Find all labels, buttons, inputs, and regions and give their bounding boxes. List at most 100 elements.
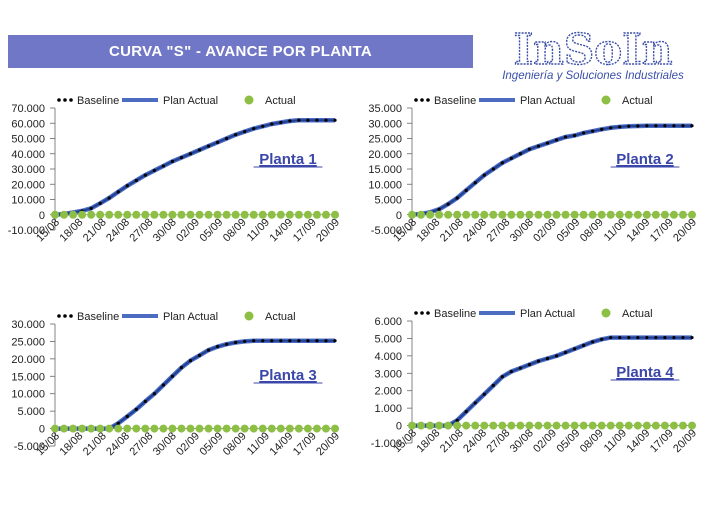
baseline-point [572,347,577,351]
actual-point [444,210,453,219]
actual-point [132,210,141,219]
company-logo: InSoIn Ingeniería y Soluciones Industria… [486,24,700,84]
actual-point [462,421,471,430]
actual-point [141,424,150,433]
actual-point [204,424,213,433]
baseline-point [125,184,129,188]
legend-baseline-marker [420,98,424,102]
x-tick-label: 08/09 [578,216,606,244]
actual-point [321,210,330,219]
baseline-point [288,339,292,343]
x-tick-label: 08/09 [221,216,249,244]
baseline-point [591,340,595,344]
actual-point [258,210,267,219]
y-tick-label: 10.000 [11,195,45,207]
actual-point [453,421,462,430]
actual-point [294,210,303,219]
actual-point [141,210,150,219]
baseline-point [545,141,550,145]
baseline-point [161,383,165,387]
baseline-point [170,374,175,378]
actual-point [669,210,678,219]
actual-point [633,421,642,430]
y-tick-label: 70.000 [11,103,45,115]
actual-point [105,210,114,219]
actual-point [87,210,96,219]
baseline-point [315,118,319,122]
actual-point [543,210,552,219]
legend-actual-label: Actual [622,95,653,107]
legend-actual-marker [601,308,611,318]
baseline-point [473,181,477,185]
y-tick-label: 0 [396,421,402,433]
actual-point [489,421,498,430]
plan-actual-line-outline [55,338,335,431]
baseline-point [509,156,513,160]
x-tick-label: 21/08 [81,430,109,458]
legend-baseline-label: Baseline [77,95,119,107]
actual-point [258,424,267,433]
baseline-point [333,339,337,343]
baseline-point [116,421,120,425]
actual-point [426,210,435,219]
actual-point [588,421,597,430]
actual-point [444,421,453,430]
actual-point [285,424,294,433]
baseline-point [636,124,640,128]
actual-point [240,424,249,433]
baseline-point [125,414,129,418]
legend: Baseline Plan Actual Actual [414,95,653,107]
actual-point [177,210,186,219]
x-tick-label: 20/09 [671,427,699,455]
baseline-point [197,148,202,152]
chart-planta-1: Baseline Plan Actual Actual -10.000 0 10.000 2… [0,90,355,290]
y-tick-label: 50.000 [11,134,45,146]
legend: Baseline Plan Actual Actual [414,308,653,320]
actual-point [606,421,615,430]
x-tick-label: 17/09 [648,427,676,455]
x-tick-label: 02/09 [174,430,202,458]
baseline-point [297,339,301,343]
chart-planta-3: Baseline Plan Actual Actual -5.000 0 5.000 10.… [0,306,355,506]
y-tick-label: 5.000 [374,195,402,207]
actual-point [213,210,222,219]
actual-point [150,424,159,433]
legend-baseline-marker [420,311,424,315]
baseline-point [645,124,649,128]
actual-point [570,210,579,219]
actual-point [168,210,177,219]
baseline-point [609,126,613,130]
actual-point [525,421,534,430]
x-tick-label: 24/08 [104,216,132,244]
actual-point [276,424,285,433]
baseline-point [663,124,667,128]
actual-point [132,424,141,433]
actual-point [331,210,339,219]
actual-point [159,210,168,219]
baseline-point [509,369,513,374]
actual-point [543,421,552,430]
legend-actual-marker [601,95,611,105]
x-tick-label: 27/08 [128,430,156,458]
actual-point [51,210,59,219]
chart-planta-2: Baseline Plan Actual Actual -5.000 0 5.000 10.… [357,90,712,290]
x-tick-label: 11/09 [245,430,272,457]
y-tick-label: 30.000 [11,164,45,176]
baseline-point [482,392,486,396]
x-tick-label: 20/09 [671,216,699,244]
baseline-point [518,366,522,370]
actual-point [534,210,543,219]
actual-point [267,424,276,433]
y-tick-label: 3.000 [374,368,402,380]
baseline-point [279,120,283,125]
baseline-point [690,335,694,340]
plant-title: Planta 3 [259,367,317,384]
actual-point [435,210,444,219]
baseline-point [654,124,658,128]
baseline-point [536,144,541,148]
actual-point [642,210,651,219]
baseline-point [234,133,238,137]
actual-point [552,421,561,430]
x-tick-label: 14/09 [625,427,653,455]
baseline-point [464,410,468,414]
